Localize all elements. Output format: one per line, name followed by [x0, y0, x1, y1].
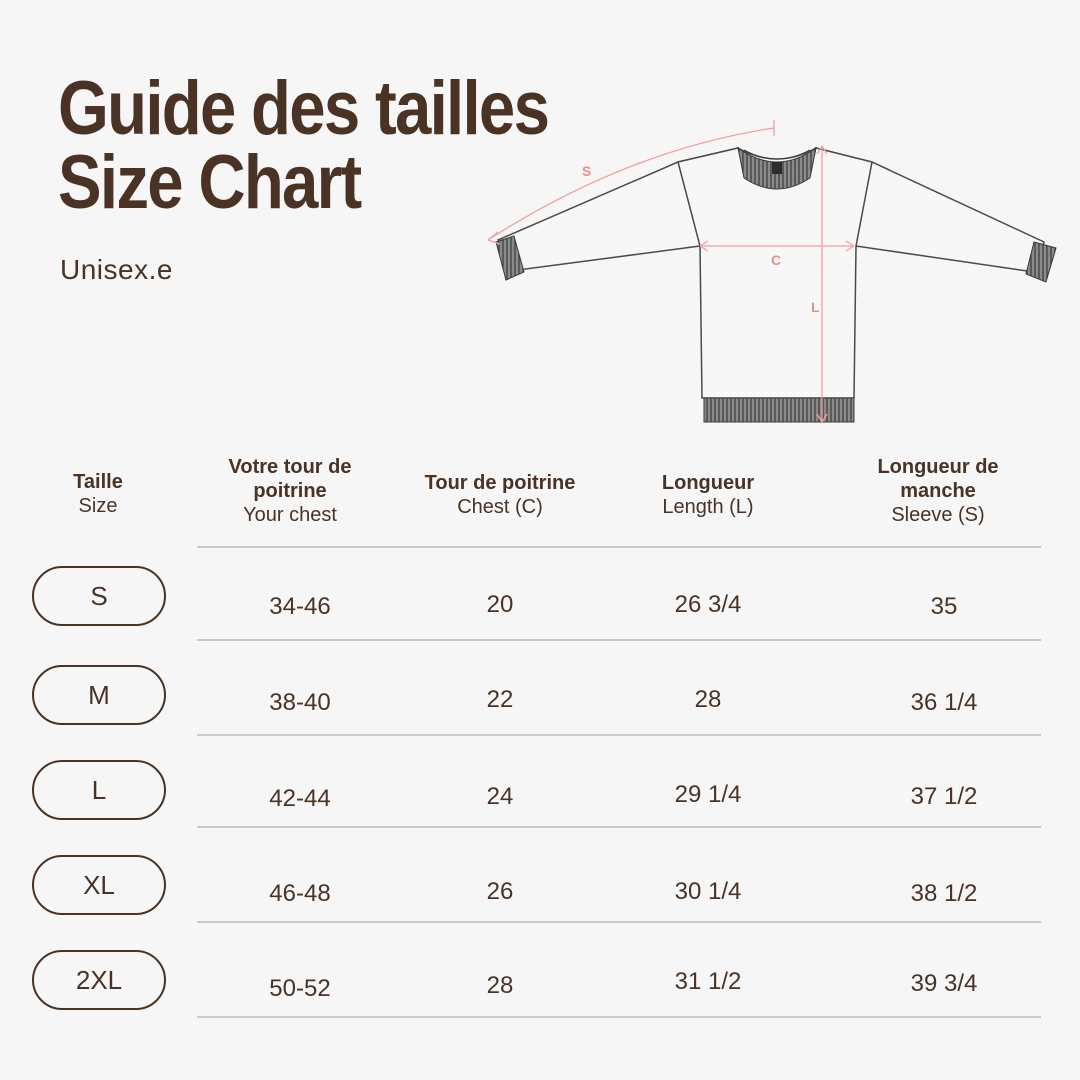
cell-your-chest: 42-44	[269, 785, 331, 812]
table-divider	[197, 734, 1041, 736]
size-pill-xl: XL	[32, 855, 166, 915]
size-pill-s: S	[32, 566, 166, 626]
header-your-chest: Votre tour de poitrine Your chest	[228, 456, 352, 526]
table-divider	[197, 1016, 1041, 1018]
cell-length: 26 3/4	[674, 591, 742, 618]
cell-length: 31 1/2	[674, 968, 742, 995]
sweater-diagram: S C L	[487, 120, 1057, 423]
table-divider	[197, 639, 1041, 641]
cell-chest: 22	[486, 686, 514, 713]
header-length: Longueur Length (L)	[661, 472, 755, 518]
cell-chest: 26	[486, 878, 514, 905]
table-divider	[197, 921, 1041, 923]
cell-your-chest: 34-46	[269, 593, 331, 620]
cell-chest: 28	[486, 972, 514, 999]
cell-sleeve: 35	[930, 593, 958, 620]
right-cuff	[1025, 241, 1057, 283]
cell-sleeve: 38 1/2	[910, 880, 978, 907]
cell-chest: 24	[486, 783, 514, 810]
chest-label: C	[771, 252, 781, 268]
cell-length: 30 1/4	[674, 878, 742, 905]
cell-chest: 20	[486, 591, 514, 618]
left-cuff	[495, 235, 525, 281]
cell-sleeve: 39 3/4	[910, 970, 978, 997]
size-pill-2xl: 2XL	[32, 950, 166, 1010]
cell-length: 28	[694, 686, 722, 713]
sweater-outline	[496, 146, 1045, 399]
cell-length: 29 1/4	[674, 781, 742, 808]
title-french: Guide des tailles	[58, 66, 550, 151]
page-title: Guide des tailles Size Chart	[58, 66, 550, 225]
length-label: L	[811, 299, 820, 315]
header-chest: Tour de poitrine Chest (C)	[424, 472, 576, 518]
cell-sleeve: 37 1/2	[910, 783, 978, 810]
table-divider	[197, 546, 1041, 548]
size-pill-l: L	[32, 760, 166, 820]
size-pill-m: M	[32, 665, 166, 725]
cell-your-chest: 46-48	[269, 880, 331, 907]
cell-your-chest: 50-52	[269, 975, 331, 1002]
sleeve-label: S	[582, 163, 591, 179]
title-english: Size Chart	[58, 140, 362, 225]
cell-sleeve: 36 1/4	[910, 689, 978, 716]
waistband	[703, 397, 855, 423]
table-divider	[197, 826, 1041, 828]
cell-your-chest: 38-40	[269, 689, 331, 716]
subtitle: Unisex.e	[60, 254, 173, 285]
header-sleeve: Longueur de manche Sleeve (S)	[877, 456, 999, 526]
header-size: Taille Size	[73, 471, 123, 517]
